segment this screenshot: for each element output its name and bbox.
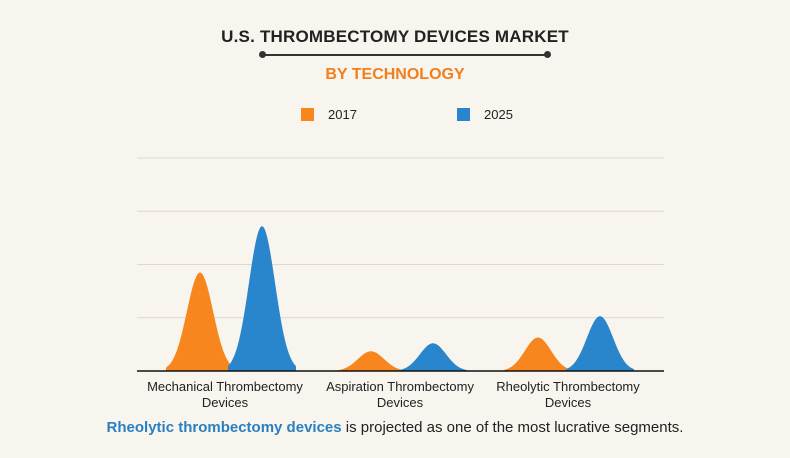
category-label-line2: Devices	[376, 395, 424, 410]
footnote-text: is projected as one of the most lucrativ…	[341, 419, 684, 436]
category-label-aspiration: Aspiration Thrombectomy Devices	[310, 379, 490, 411]
title-underline	[262, 54, 548, 56]
legend-item-2017: 2017	[301, 106, 357, 122]
peak-2025-category-1	[228, 226, 296, 371]
legend-label-2017: 2017	[328, 106, 357, 122]
title-underline-left-dot	[259, 51, 266, 58]
chart-title: U.S. THROMBECTOMY DEVICES MARKET	[221, 27, 569, 46]
category-label-line2: Devices	[201, 395, 249, 410]
legend-label-2025: 2025	[484, 106, 513, 122]
footnote-highlight: Rheolytic thrombectomy devices	[106, 419, 342, 436]
peak-2017-category-1	[166, 272, 234, 371]
footnote: Rheolytic thrombectomy devices is projec…	[0, 419, 790, 436]
category-label-rheolytic: Rheolytic Thrombectomy Devices	[478, 379, 658, 411]
peak-2025-category-2	[399, 343, 467, 371]
category-label-line2: Devices	[544, 395, 592, 410]
category-label-line1: Aspiration Thrombectomy	[326, 379, 474, 394]
chart-subtitle: BY TECHNOLOGY	[325, 66, 465, 83]
grid-lines	[137, 157, 664, 319]
legend-item-2025: 2025	[457, 106, 513, 122]
peak-2025-category-3	[566, 316, 634, 371]
data-peaks	[166, 226, 634, 371]
peak-2017-category-2	[337, 351, 405, 371]
title-underline-right-dot	[544, 51, 551, 58]
legend-swatch-2017	[301, 107, 314, 121]
category-label-line1: Rheolytic Thrombectomy	[496, 379, 640, 394]
peak-2017-category-3	[504, 337, 572, 371]
legend-swatch-2025	[457, 107, 470, 121]
category-label-line1: Mechanical Thrombectomy	[147, 379, 303, 394]
category-label-mechanical: Mechanical Thrombectomy Devices	[135, 379, 315, 411]
